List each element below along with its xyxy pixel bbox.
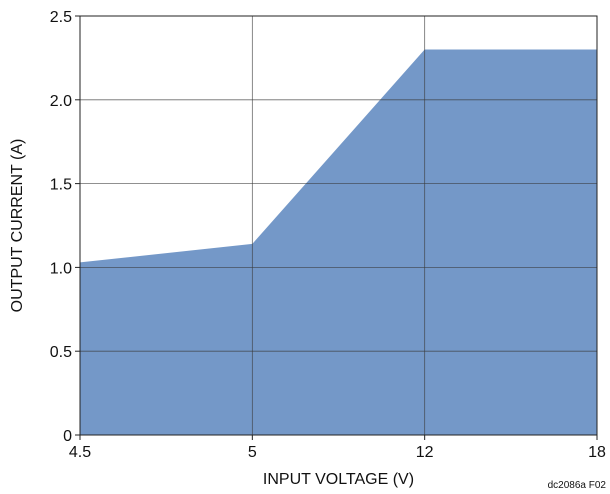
area-series-0 bbox=[80, 49, 597, 436]
x-tick-label: 12 bbox=[416, 444, 434, 461]
x-tick-label: 5 bbox=[248, 444, 257, 461]
x-axis-title: INPUT VOLTAGE (V) bbox=[263, 471, 414, 488]
y-tick-label: 2.5 bbox=[50, 9, 72, 26]
y-tick-label: 0.5 bbox=[50, 344, 72, 361]
figure-id: dc2086a F02 bbox=[548, 480, 607, 491]
x-axis-ticks: 4.5 5 12 18 bbox=[69, 435, 606, 461]
y-tick-label: 2.0 bbox=[50, 93, 72, 110]
area-layer bbox=[79, 49, 598, 436]
y-tick-label: 1.5 bbox=[50, 177, 72, 194]
plot-frame bbox=[79, 15, 598, 436]
grid bbox=[80, 16, 597, 435]
x-tick-label: 18 bbox=[588, 444, 606, 461]
y-tick-label: 0 bbox=[63, 428, 72, 445]
y-axis-title: OUTPUT CURRENT (A) bbox=[9, 139, 26, 313]
x-tick-label: 4.5 bbox=[69, 444, 91, 461]
y-axis-ticks: 0 0.5 1.0 1.5 2.0 2.5 bbox=[50, 9, 80, 445]
y-tick-label: 1.0 bbox=[50, 260, 72, 277]
